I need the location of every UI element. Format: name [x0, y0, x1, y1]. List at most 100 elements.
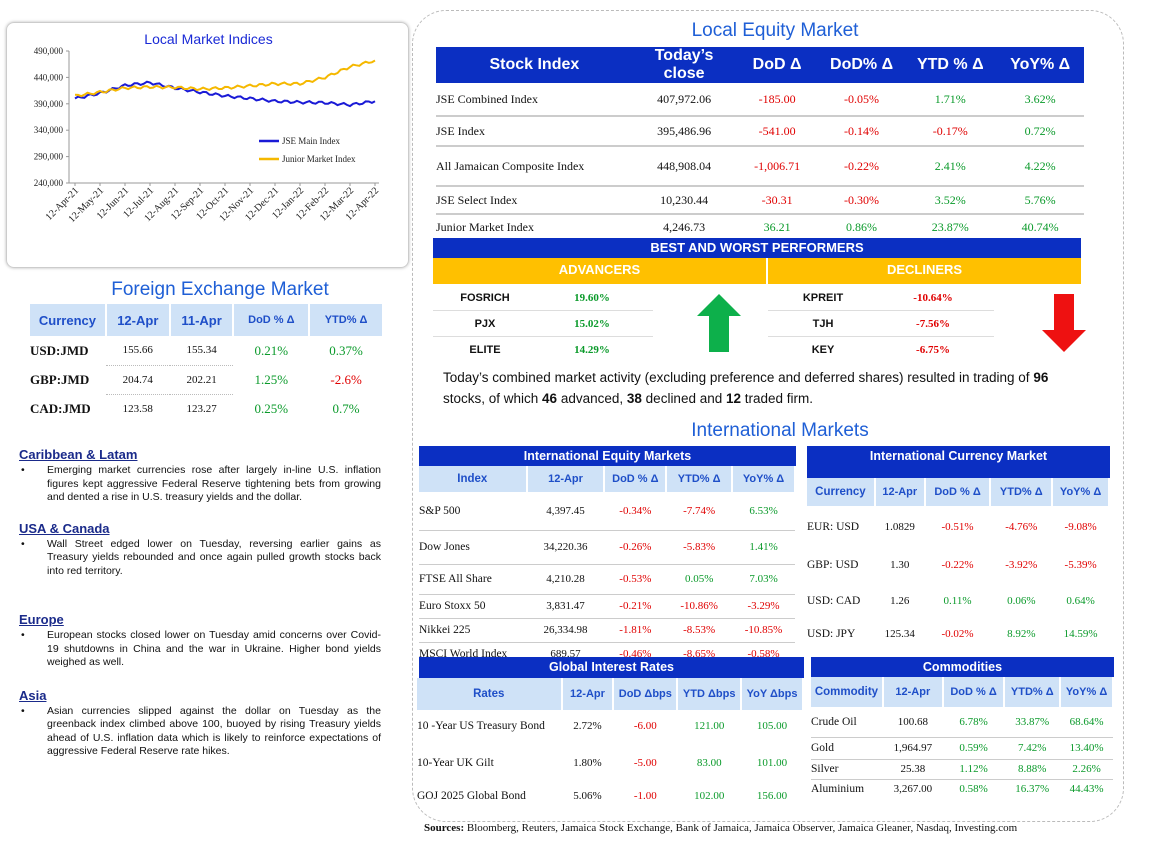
news-text: Emerging market currencies rose after la…: [19, 464, 381, 505]
fx-header: 12-Apr: [105, 304, 171, 336]
intl-equity-cell: -0.34%: [619, 504, 652, 517]
equity-cell: -0.22%: [844, 158, 880, 173]
performer-change: -7.56%: [916, 317, 950, 330]
news-item: Europe European stocks closed lower on Tu…: [19, 612, 381, 670]
equity-cell: 4.22%: [1024, 158, 1056, 173]
performer-row: KEY -6.75%: [768, 337, 994, 363]
intl-title: International Markets: [691, 420, 869, 441]
fx-header: YTD% Δ: [309, 304, 384, 336]
equity-cell: -0.05%: [844, 91, 880, 106]
intl-equity-cell: 6.53%: [749, 504, 778, 517]
series-line: [74, 80, 376, 108]
intl-equity-cell: 0.05%: [684, 573, 714, 585]
intl-equity-cell: -7.74%: [683, 504, 716, 517]
equity-cell: -30.31: [761, 192, 793, 207]
commod-header: DoD % Δ: [942, 677, 1006, 707]
fx-cell: 123.27: [186, 402, 217, 415]
market-summary: Today’s combined market activity (exclud…: [443, 367, 1073, 409]
commod-header: YoY% Δ: [1060, 677, 1114, 707]
intl-currency-cell: -0.22%: [941, 559, 974, 571]
summary-text: stocks, of which: [443, 391, 543, 406]
intl-equity-row: Euro Stoxx 50 3,831.47 -0.21% -10.86% -3.29%: [419, 594, 795, 618]
intl-equity-cell: 4,210.28: [546, 573, 585, 585]
y-tick-label: 440,000: [34, 72, 64, 82]
equity-cell: 448,908.04: [657, 158, 712, 173]
news-text: European stocks closed lower on Tuesday …: [19, 629, 381, 670]
equity-cell: 0.72%: [1024, 123, 1056, 138]
summary-total: 96: [1033, 370, 1049, 385]
rates-header: Rates: [417, 678, 563, 710]
y-tick-label: 390,000: [34, 99, 64, 109]
commod-cell: 13.40%: [1069, 742, 1104, 754]
commod-name: Aluminium: [811, 783, 865, 796]
summary-text: declined and: [641, 391, 726, 406]
rates-cell: 5.06%: [573, 790, 602, 802]
fx-cell: 0.21%: [254, 342, 289, 358]
down-arrow-icon: [1042, 294, 1086, 352]
rates-name: 10-Year UK Gilt: [417, 757, 494, 769]
intl-currency-name: USD: CAD: [807, 595, 861, 607]
equity-index-name: JSE Combined Index: [436, 91, 538, 106]
equity-index-name: Junior Market Index: [436, 220, 534, 234]
intl-currency-row: USD: JPY 125.34 -0.02% 8.92% 14.59%: [807, 620, 1109, 648]
news-item: Asia Asian currencies slipped against the…: [19, 688, 381, 759]
intl-currency-header: YTD% Δ: [990, 478, 1054, 506]
intl-equity-name: FTSE All Share: [419, 573, 492, 585]
summary-text: Today’s combined market activity (exclud…: [443, 370, 1034, 385]
equity-cell: 3.52%: [934, 192, 966, 207]
commod-name: Silver: [811, 763, 839, 775]
performer-ticker: TJH: [812, 317, 834, 330]
equity-row: Junior Market Index 4,246.73 36.21 0.86% 23.…: [436, 214, 1084, 240]
equity-cell: 0.86%: [846, 220, 878, 234]
performer-ticker: KPREIT: [802, 291, 844, 304]
fx-currency: USD:JMD: [30, 342, 89, 358]
legend-label: JSE Main Index: [282, 136, 340, 146]
sources: Sources: Bloomberg, Reuters, Jamaica Sto…: [424, 822, 1124, 834]
commod-cell: 3,267.00: [893, 783, 933, 796]
commod-cell: 1.12%: [959, 763, 988, 775]
intl-equity-header: Index: [419, 466, 528, 492]
commod-cell: 6.78%: [959, 715, 988, 728]
equity-header: DoD% Δ: [818, 47, 905, 83]
news-heading: Asia: [19, 687, 47, 703]
performer-change: 19.60%: [574, 291, 610, 304]
rates-cell: 2.72%: [573, 720, 602, 732]
intl-currency-cell: -0.51%: [941, 521, 974, 533]
commod-cell: 33.87%: [1015, 715, 1050, 728]
sources-label: Sources:: [424, 822, 465, 834]
intl-equity-cell: -5.83%: [683, 541, 716, 553]
intl-equity-cell: 34,220.36: [543, 541, 588, 553]
intl-currency-table: Currency 12-Apr DoD % Δ YTD% Δ YoY% Δ EUR: US…: [807, 478, 1110, 648]
intl-equity-cell: 3,831.47: [546, 600, 585, 612]
advancers-label: ADVANCERS: [433, 258, 766, 284]
rates-title: Global Interest Rates: [419, 657, 804, 678]
equity-cell: 10,230.44: [660, 192, 709, 207]
equity-cell: 395,486.96: [657, 123, 712, 138]
commod-cell: 68.64%: [1069, 715, 1104, 728]
equity-cell: 1.71%: [934, 91, 966, 106]
equity-cell: 23.87%: [931, 220, 969, 234]
intl-equity-row: Nikkei 225 26,334.98 -1.81% -8.53% -10.85%: [419, 618, 795, 642]
rates-cell: 156.00: [756, 790, 788, 802]
commod-header: YTD% Δ: [1004, 677, 1062, 707]
performer-change: -6.75%: [916, 344, 950, 356]
commod-cell: 25.38: [900, 763, 926, 775]
intl-currency-row: USD: CAD 1.26 0.11% 0.06% 0.64%: [807, 582, 1109, 620]
commod-cell: 0.59%: [959, 742, 988, 754]
decliners-label: DECLINERS: [768, 258, 1081, 284]
up-arrow-icon: [697, 294, 741, 352]
commod-row: Gold 1,964.97 0.59% 7.42% 13.40%: [811, 737, 1113, 759]
chart-plot: 490,000 440,000 390,000 340,000 290,000 240,0…: [34, 46, 381, 225]
equity-row: JSE Combined Index 407,972.06 -185.00 -0.05…: [436, 83, 1084, 116]
rates-cell: 105.00: [756, 720, 788, 732]
fx-currency: CAD:JMD: [30, 400, 91, 416]
commod-header: Commodity: [811, 677, 884, 707]
fx-title: Foreign Exchange Market: [111, 279, 329, 300]
equity-cell: 5.76%: [1024, 192, 1056, 207]
rates-table: Rates 12-Apr DoD Δbps YTD Δbps YoY Δbps 10 -Y…: [417, 678, 804, 808]
intl-equity-name: S&P 500: [419, 504, 461, 517]
equity-cell: -0.30%: [844, 192, 880, 207]
summary-firm: 12: [726, 391, 742, 406]
fx-header: DoD % Δ: [233, 304, 311, 336]
intl-currency-row: GBP: USD 1.30 -0.22% -3.92% -5.39%: [807, 548, 1109, 582]
